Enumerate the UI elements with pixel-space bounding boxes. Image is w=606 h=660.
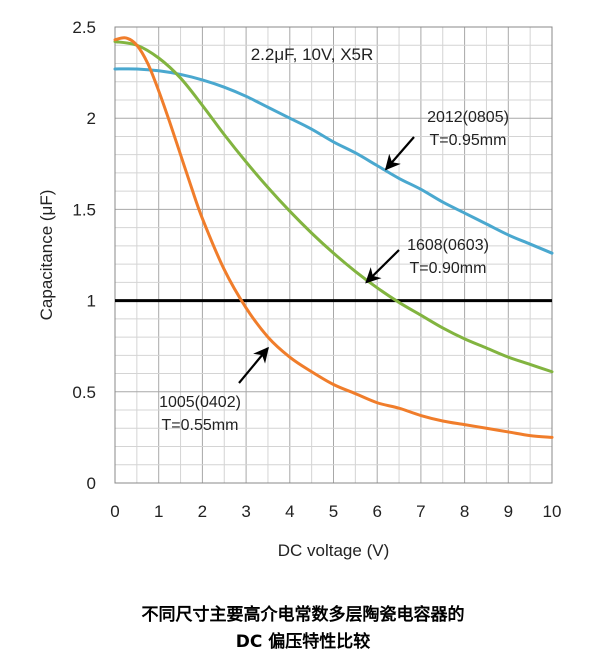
annotation-note-1608-0603: T=0.90mm [410,260,487,277]
caption-line-2: DC 偏压特性比较 [235,632,371,652]
plot-frame [114,26,553,484]
x-tick-label: 6 [372,502,381,521]
series-line-1005-0402 [113,36,554,439]
annotation-arrow-1005-0402 [238,346,269,384]
y-tick-label: 1.5 [72,200,96,219]
y-axis-label: Capacitance (μF) [37,190,56,321]
x-tick-label: 8 [460,502,469,521]
y-tick-label: 0.5 [72,383,96,402]
annotation-note-2012-0805: T=0.95mm [430,132,507,149]
annotation-note-1005-0402: T=0.55mm [162,417,239,434]
x-tick-label: 2 [198,502,207,521]
axes: 0 1 2 3 4 5 6 7 8 9 10 0 0.5 1 1.5 2 2.5 DC voltage (V) Ca… [37,18,561,560]
chart-title: 2.2μF, 10V, X5R [251,45,374,64]
y-tick-label: 2.5 [72,18,96,37]
annotation-label-2012-0805: 2012(0805) [427,109,509,126]
annotation-arrow-1608-0603 [365,249,400,284]
series-lines [113,36,554,439]
annotation-label-1005-0402: 1005(0402) [159,394,241,411]
x-tick-label: 5 [329,502,338,521]
capacitance-chart: 0 1 2 3 4 5 6 7 8 9 10 0 0.5 1 1.5 2 2.5 DC voltage (V) Ca… [37,18,561,560]
y-tick-label: 1 [87,292,96,311]
x-tick-label: 10 [543,502,562,521]
y-tick-label: 0 [87,474,96,493]
annotation-label-1608-0603: 1608(0603) [407,237,489,254]
series-line-2012-0805 [113,67,554,255]
grid [114,26,553,484]
x-tick-label: 4 [285,502,294,521]
x-tick-label: 3 [241,502,250,521]
series-line-1608-0603 [113,40,554,374]
x-tick-label: 9 [504,502,513,521]
x-tick-label: 7 [416,502,425,521]
x-tick-label: 1 [154,502,163,521]
annotation-arrow-2012-0805 [384,136,415,171]
x-tick-label: 0 [110,502,119,521]
annotations: 2012(0805) T=0.95mm 1608(0603) T=0.90mm 1005… [159,109,509,434]
x-axis-label: DC voltage (V) [278,541,389,560]
y-tick-label: 2 [87,109,96,128]
caption-line-1: 不同尺寸主要高介电常数多层陶瓷电容器的 [141,605,465,625]
